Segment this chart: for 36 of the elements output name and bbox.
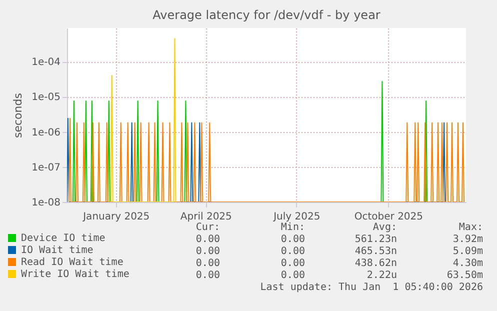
legend-label: IO Wait time <box>21 245 94 256</box>
legend-label: Read IO Wait time <box>21 257 124 268</box>
text: 0.00 <box>280 270 305 281</box>
x-tick-label: April 2025 <box>180 212 232 222</box>
x-tick-label: January 2025 <box>82 212 150 222</box>
text: 465.53n <box>354 246 397 257</box>
text: 0.00 <box>196 246 220 257</box>
text: 438.62n <box>354 258 397 269</box>
y-tick-label: 1e-08 <box>32 198 60 208</box>
text: 0.00 <box>196 234 220 245</box>
text: 0.00 <box>280 246 305 257</box>
text: Last update: Thu Jan 1 05:40:00 2026 <box>260 282 483 293</box>
text: Max: <box>458 222 483 233</box>
legend-label: Write IO Wait time <box>21 269 130 280</box>
y-tick-label: 1e-05 <box>32 92 60 104</box>
text: Min: <box>280 222 305 233</box>
text: 5.09m <box>452 246 483 257</box>
y-axis-title: seconds <box>12 92 25 138</box>
text: 2.22u <box>366 270 397 281</box>
y-tick-label: 1e-07 <box>32 162 60 174</box>
text: 0.00 <box>196 270 220 281</box>
x-tick-label: July 2025 <box>272 212 320 222</box>
x-tick-label: October 2025 <box>354 212 424 222</box>
y-tick-label: 1e-04 <box>32 57 60 68</box>
text: 0.00 <box>280 234 305 245</box>
text: 561.23n <box>354 234 397 245</box>
chart-title: Average latency for /dev/vdf - by year <box>152 8 380 22</box>
text: Cur: <box>196 222 220 233</box>
text: 0.00 <box>196 258 220 269</box>
legend-label: Device IO time <box>21 233 106 244</box>
text: 63.50m <box>446 270 483 281</box>
text: 3.92m <box>452 234 483 245</box>
text: 4.30m <box>452 258 483 269</box>
y-tick-label: 1e-06 <box>32 127 60 138</box>
text: 0.00 <box>280 258 305 269</box>
text: Avg: <box>372 222 397 233</box>
